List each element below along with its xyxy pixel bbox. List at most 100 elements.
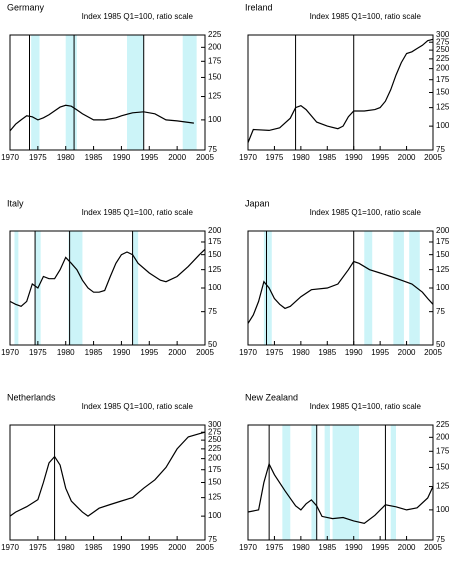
x-tick-label: 1975: [29, 348, 47, 357]
y-tick-label: 50: [208, 340, 217, 349]
x-tick-label: 1970: [239, 543, 257, 552]
y-tick-label: 200: [208, 226, 222, 235]
shaded-period: [263, 231, 272, 345]
y-tick-label: 150: [436, 250, 450, 259]
plot-frame: [247, 424, 434, 541]
shaded-period: [31, 35, 40, 150]
x-tick-label: 1975: [266, 348, 284, 357]
x-tick-label: 1970: [1, 543, 19, 552]
y-tick-label: 125: [208, 265, 222, 274]
x-tick-label: 1970: [1, 348, 19, 357]
y-tick-label: 100: [208, 283, 222, 292]
x-tick-label: 1990: [345, 153, 363, 162]
x-tick-label: 2000: [168, 153, 186, 162]
chart-title: Italy: [7, 198, 24, 208]
x-tick-label: 1995: [371, 543, 389, 552]
x-tick-label: 1980: [57, 153, 75, 162]
y-tick-label: 100: [208, 115, 222, 124]
x-tick-label: 1995: [371, 153, 389, 162]
y-tick-label: 100: [436, 121, 450, 130]
y-tick-label: 125: [208, 92, 222, 101]
y-tick-label: 175: [208, 465, 222, 474]
chart-subtitle: Index 1985 Q1=100, ratio scale: [310, 208, 422, 217]
shaded-period: [409, 231, 420, 345]
chart-subtitle: Index 1985 Q1=100, ratio scale: [82, 402, 194, 411]
shaded-period: [14, 231, 19, 345]
x-tick-label: 2005: [424, 543, 442, 552]
y-tick-label: 200: [208, 454, 222, 463]
shaded-period: [311, 425, 317, 540]
y-tick-label: 75: [208, 307, 217, 316]
y-tick-label: 50: [436, 340, 445, 349]
chart-title: New Zealand: [245, 392, 298, 402]
y-tick-label: 150: [436, 463, 450, 472]
chart-subtitle: Index 1985 Q1=100, ratio scale: [82, 12, 194, 21]
x-tick-label: 1970: [239, 348, 257, 357]
plot-frame: [9, 424, 206, 541]
plot-frame: [247, 230, 434, 346]
data-line: [9, 104, 194, 132]
shaded-period: [332, 425, 359, 540]
y-tick-label: 225: [436, 420, 450, 429]
x-tick-label: 2000: [168, 348, 186, 357]
y-tick-label: 125: [208, 493, 222, 502]
x-tick-label: 1970: [1, 153, 19, 162]
y-tick-label: 150: [208, 478, 222, 487]
x-tick-label: 1990: [345, 348, 363, 357]
x-tick-label: 2000: [398, 543, 416, 552]
y-tick-label: 150: [436, 88, 450, 97]
plot-frame: [9, 230, 206, 346]
y-tick-label: 175: [208, 237, 222, 246]
x-tick-label: 1985: [85, 153, 103, 162]
y-tick-label: 75: [436, 535, 445, 544]
chart-title: Germany: [7, 2, 45, 12]
chart-title: Ireland: [245, 2, 273, 12]
x-tick-label: 1980: [57, 348, 75, 357]
shaded-period: [282, 425, 291, 540]
x-tick-label: 1990: [113, 543, 131, 552]
y-tick-label: 125: [436, 103, 450, 112]
y-tick-label: 300: [208, 420, 222, 429]
x-tick-label: 2005: [196, 348, 214, 357]
data-line: [9, 431, 206, 517]
shaded-period: [390, 425, 396, 540]
y-tick-label: 250: [436, 45, 450, 54]
x-tick-label: 1995: [140, 153, 158, 162]
shaded-period: [393, 231, 404, 345]
x-tick-label: 1985: [85, 348, 103, 357]
x-tick-label: 1985: [318, 543, 336, 552]
data-line: [9, 248, 206, 307]
x-tick-label: 1980: [292, 348, 310, 357]
x-tick-label: 2000: [398, 348, 416, 357]
y-tick-label: 100: [436, 283, 450, 292]
x-tick-label: 1980: [292, 543, 310, 552]
shaded-period: [364, 231, 373, 345]
x-tick-label: 1995: [371, 348, 389, 357]
y-tick-label: 225: [208, 30, 222, 39]
x-tick-label: 1980: [292, 153, 310, 162]
y-tick-label: 175: [436, 237, 450, 246]
y-tick-label: 100: [208, 511, 222, 520]
x-tick-label: 2000: [168, 543, 186, 552]
x-tick-label: 1990: [113, 153, 131, 162]
y-tick-label: 200: [436, 226, 450, 235]
data-line: [247, 38, 434, 143]
shaded-period: [182, 35, 197, 150]
shaded-period: [132, 231, 139, 345]
x-tick-label: 1985: [85, 543, 103, 552]
x-tick-label: 1990: [113, 348, 131, 357]
x-tick-label: 1970: [239, 153, 257, 162]
x-tick-label: 1990: [345, 543, 363, 552]
shaded-period: [127, 35, 144, 150]
x-tick-label: 1980: [57, 543, 75, 552]
y-tick-label: 175: [208, 56, 222, 65]
y-tick-label: 75: [436, 145, 445, 154]
shaded-period: [68, 231, 83, 345]
x-tick-label: 1975: [266, 153, 284, 162]
x-tick-label: 1975: [29, 543, 47, 552]
chart-subtitle: Index 1985 Q1=100, ratio scale: [310, 402, 422, 411]
y-tick-label: 150: [208, 73, 222, 82]
y-tick-label: 75: [208, 145, 217, 154]
x-tick-label: 1975: [29, 153, 47, 162]
